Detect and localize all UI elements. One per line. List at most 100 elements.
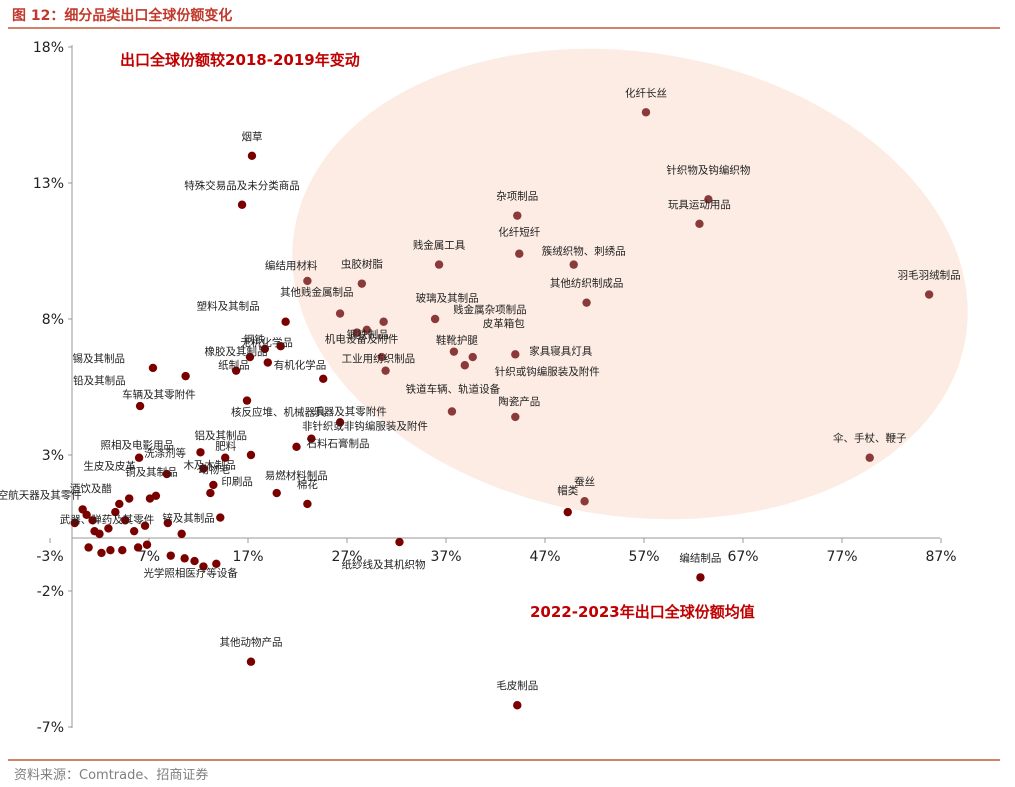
source-note: 资料来源：Comtrade、招商证券 — [14, 768, 209, 783]
point-label: 锡及其制品 — [72, 352, 125, 365]
data-point — [177, 529, 186, 539]
data-point — [696, 573, 705, 582]
data-point — [563, 507, 572, 517]
data-point — [212, 559, 221, 568]
data-point — [362, 325, 371, 335]
data-point — [180, 554, 189, 563]
data-point — [335, 309, 345, 318]
data-point — [106, 546, 115, 555]
x-tick-label: 87% — [925, 549, 956, 565]
data-point — [163, 518, 173, 528]
point-label: 伞、手杖、鞭子 — [833, 432, 907, 445]
point-label: 石料石膏制品 — [307, 437, 370, 450]
data-point — [303, 499, 312, 509]
data-point — [381, 366, 390, 375]
point-label: 钢铁 — [244, 333, 265, 346]
data-point — [242, 396, 252, 405]
point-label: 工业用纺织制品 — [342, 352, 416, 365]
point-label: 纸纱线及其机织物 — [341, 558, 425, 571]
data-point — [511, 412, 520, 422]
point-label: 蚕丝 — [574, 476, 595, 488]
point-label: 铝及其制品 — [194, 429, 247, 442]
data-point — [231, 366, 241, 375]
point-label: 印刷品 — [221, 475, 253, 488]
point-label: 车辆及其零附件 — [122, 388, 196, 401]
point-labels: 化纤长丝烟草针织物及钩编织物特殊交易品及未分类商品杂项制品玩具运动用品化纤短纤簇… — [0, 86, 961, 692]
y-tick-label: -2% — [37, 584, 64, 600]
point-label: 毛皮制品 — [496, 679, 538, 692]
point-label: 木及木制品 — [183, 459, 236, 472]
data-point — [247, 151, 257, 160]
point-label: 烟草 — [241, 130, 262, 143]
point-label: 其他动物产品 — [219, 636, 282, 649]
data-point — [319, 374, 328, 384]
data-point — [118, 546, 127, 555]
data-point — [104, 524, 113, 533]
point-label: 玩具运动用品 — [668, 199, 731, 211]
data-point — [151, 491, 161, 500]
data-point — [263, 358, 272, 367]
point-label: 编结制品 — [679, 551, 721, 564]
data-point — [199, 464, 208, 473]
point-label: 锌及其制品 — [162, 512, 215, 525]
data-point — [245, 352, 255, 362]
y-tick-label: 3% — [42, 448, 64, 464]
point-label: 无机化学品 — [240, 336, 293, 349]
point-label: 簇绒织物、刺绣品 — [542, 245, 626, 258]
data-point — [206, 488, 215, 498]
data-point — [513, 701, 522, 710]
data-point — [515, 249, 524, 258]
point-label: 光学照相医疗等设备 — [143, 567, 238, 580]
point-label: 有机化学品 — [274, 359, 327, 372]
point-label: 钢铁制品 — [347, 328, 389, 341]
data-point — [580, 497, 589, 506]
bottom-rule — [8, 759, 1000, 761]
data-point — [181, 371, 190, 381]
data-point — [216, 513, 225, 522]
data-point — [246, 657, 256, 666]
data-point — [140, 521, 150, 530]
data-point — [335, 418, 345, 427]
x-tick-label: 7% — [138, 549, 160, 565]
top-rule — [8, 27, 1000, 29]
data-point — [209, 480, 218, 490]
data-point — [88, 516, 97, 525]
point-label: 橡胶及其制品 — [204, 345, 267, 358]
data-point — [865, 453, 874, 462]
point-label: 家具寝具灯具 — [529, 344, 592, 357]
x-tick-label: 17% — [232, 549, 263, 565]
x-tick-label: 67% — [727, 549, 758, 565]
point-label: 羽毛羽绒制品 — [898, 269, 961, 282]
data-point — [221, 453, 230, 462]
data-point — [307, 434, 316, 443]
data-point — [276, 342, 285, 351]
point-label: 武器、弹药及其零件 — [60, 513, 155, 526]
figure-title: 图 12：细分品类出口全球份额变化 — [12, 8, 233, 24]
data-point — [125, 494, 134, 503]
data-point — [82, 510, 91, 520]
data-point — [133, 543, 143, 552]
data-point — [434, 260, 444, 269]
point-label: 化纤短纤 — [498, 226, 540, 239]
point-label: 鞋靴护腿 — [436, 334, 478, 347]
point-label: 乐器及其零附件 — [313, 405, 387, 418]
data-point — [447, 407, 457, 416]
point-label: 棉花 — [297, 478, 318, 491]
point-label: 塑料及其制品 — [197, 300, 260, 313]
point-label: 杂项制品 — [496, 190, 538, 203]
point-label: 针织或钩编服装及附件 — [495, 365, 600, 378]
point-label: 生皮及皮革 — [83, 460, 136, 473]
data-point — [281, 317, 290, 326]
point-label: 洗涤剂等 — [144, 446, 186, 459]
data-point — [121, 516, 130, 525]
point-label: 酒饮及醋 — [70, 482, 112, 495]
data-point — [460, 361, 470, 370]
data-point — [352, 328, 362, 337]
data-point — [148, 363, 158, 373]
point-label: 化纤长丝 — [625, 86, 667, 99]
point-label: 铅及其制品 — [73, 374, 126, 387]
data-point — [569, 260, 578, 269]
data-point — [134, 453, 144, 462]
point-label: 帽类 — [557, 484, 578, 497]
data-point — [303, 276, 312, 286]
